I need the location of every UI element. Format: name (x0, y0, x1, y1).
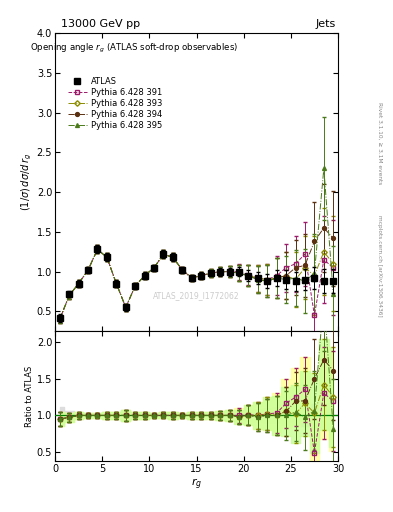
Text: Rivet 3.1.10, ≥ 3.1M events: Rivet 3.1.10, ≥ 3.1M events (377, 102, 382, 184)
Text: Jets: Jets (316, 19, 336, 30)
Y-axis label: Ratio to ATLAS: Ratio to ATLAS (25, 366, 34, 426)
Text: mcplots.cern.ch [arXiv:1306.3436]: mcplots.cern.ch [arXiv:1306.3436] (377, 216, 382, 317)
Text: ATLAS_2019_I1772062: ATLAS_2019_I1772062 (153, 291, 240, 300)
Legend: ATLAS, Pythia 6.428 391, Pythia 6.428 393, Pythia 6.428 394, Pythia 6.428 395: ATLAS, Pythia 6.428 391, Pythia 6.428 39… (65, 73, 165, 133)
Text: Opening angle $r_g$ (ATLAS soft-drop observables): Opening angle $r_g$ (ATLAS soft-drop obs… (30, 42, 238, 55)
Text: 13000 GeV pp: 13000 GeV pp (61, 19, 140, 30)
X-axis label: $r_g$: $r_g$ (191, 476, 202, 492)
Y-axis label: $(1/\sigma)\,d\sigma/d\,r_g$: $(1/\sigma)\,d\sigma/d\,r_g$ (20, 153, 34, 211)
